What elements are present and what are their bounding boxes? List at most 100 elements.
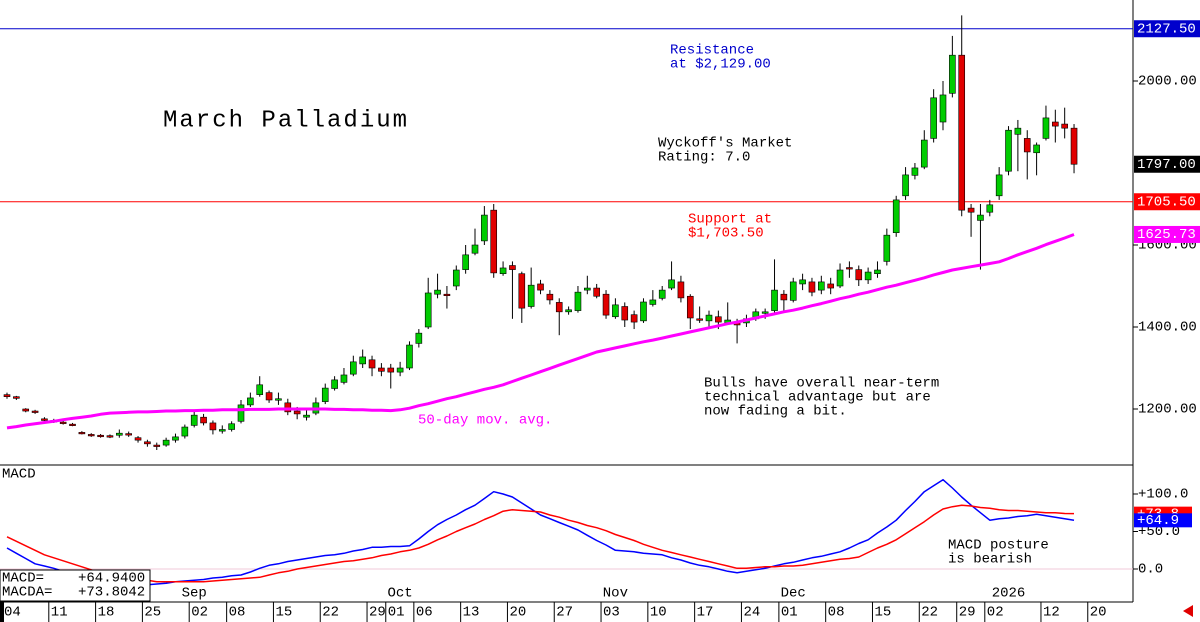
x-tick-label: 11 xyxy=(51,605,68,621)
candle-body xyxy=(1070,127,1078,165)
macd-line xyxy=(6,504,1075,583)
candle-body xyxy=(920,139,928,168)
annotation: now fading a bit. xyxy=(704,404,847,420)
candle-body xyxy=(518,273,526,309)
candle-body xyxy=(471,244,479,254)
y-tick-label: 2000.00 xyxy=(1138,74,1197,90)
candle-body xyxy=(668,279,675,289)
readout-name: MACDA= xyxy=(2,585,52,601)
candle-body xyxy=(321,387,329,402)
candle-body xyxy=(1042,117,1050,139)
candle-body xyxy=(705,314,713,322)
candle-body xyxy=(228,423,235,430)
macd-marker-label: +64.9 xyxy=(1137,513,1179,529)
level-box xyxy=(1134,155,1200,173)
candle-body xyxy=(284,402,292,413)
candle-body xyxy=(640,301,647,322)
level-label: 1797.00 xyxy=(1137,157,1196,173)
candle-body xyxy=(555,302,563,313)
annotation: Rating: 7.0 xyxy=(658,150,750,166)
x-tick-label: 10 xyxy=(650,605,667,621)
candle-body xyxy=(658,289,666,299)
x-tick-label: 03 xyxy=(603,605,620,621)
candle-body xyxy=(481,214,488,242)
candle-body xyxy=(41,418,48,421)
candle-body xyxy=(209,422,217,431)
candle-body xyxy=(237,404,245,422)
series-label: 50-day mov. avg. xyxy=(418,413,552,429)
candle-body xyxy=(116,432,123,436)
month-label: Oct xyxy=(388,586,413,602)
candle-body xyxy=(59,421,67,424)
candle-body xyxy=(892,199,900,234)
candle-body xyxy=(340,374,348,383)
candle-body xyxy=(1061,123,1068,129)
candle-body xyxy=(190,414,198,426)
candle-body xyxy=(78,432,86,435)
x-tick-label: 02 xyxy=(987,605,1004,621)
annotation: Support at xyxy=(688,212,772,228)
candle-body xyxy=(1014,127,1022,135)
x-tick-label: 20 xyxy=(1090,605,1107,621)
x-tick-label: 22 xyxy=(921,605,938,621)
candle-body xyxy=(509,265,516,270)
annotation: technical advantage but are xyxy=(704,390,931,406)
candle-body xyxy=(846,267,853,270)
candle-body xyxy=(378,367,385,372)
annotation: at $2,129.00 xyxy=(670,57,771,73)
candle-body xyxy=(200,416,207,424)
candle-body xyxy=(218,429,226,432)
x-tick-label: 27 xyxy=(556,605,573,621)
candle-body xyxy=(396,367,404,373)
candle-body xyxy=(836,269,844,287)
candle-body xyxy=(87,434,95,437)
candle-body xyxy=(911,167,919,176)
y-tick-label: +50.0 xyxy=(1138,524,1180,540)
candle-body xyxy=(939,94,947,123)
candle-body xyxy=(434,289,441,295)
x-tick-label: 24 xyxy=(743,605,760,621)
candle-body xyxy=(462,254,469,270)
candle-body xyxy=(3,394,11,397)
macd-line xyxy=(6,478,1075,586)
candle-body xyxy=(602,293,610,316)
month-label: Sep xyxy=(182,586,207,602)
candle-body xyxy=(546,293,554,301)
annotation: MACD posture xyxy=(948,538,1049,554)
candle-body xyxy=(452,269,460,287)
moving-average xyxy=(6,233,1075,430)
candle-body xyxy=(69,423,76,426)
x-tick-label: 17 xyxy=(697,605,714,621)
candle-body xyxy=(995,174,1003,197)
candle-body xyxy=(97,434,104,438)
x-tick-label: 06 xyxy=(416,605,433,621)
x-tick-label: 22 xyxy=(322,605,339,621)
candle-body xyxy=(134,437,142,441)
readout-box xyxy=(0,569,151,602)
candle-body xyxy=(293,410,301,415)
candle-body xyxy=(415,332,423,344)
candle-body xyxy=(1005,129,1012,172)
candle-body xyxy=(256,384,264,395)
level-label: 1705.50 xyxy=(1137,194,1196,210)
candle-body xyxy=(612,304,619,318)
candle-body xyxy=(977,214,984,221)
annotation: Resistance xyxy=(670,43,754,59)
x-tick-label: 15 xyxy=(275,605,292,621)
month-label: Dec xyxy=(781,586,806,602)
candle-body xyxy=(350,361,357,375)
x-tick-label: 20 xyxy=(509,605,526,621)
level-box xyxy=(1134,20,1200,38)
candle-body xyxy=(247,397,254,406)
candle-body xyxy=(883,234,891,262)
candle-body xyxy=(584,287,591,291)
candle-body xyxy=(715,316,722,323)
chart-title: March Palladium xyxy=(163,107,409,134)
x-tick-label: 18 xyxy=(98,605,115,621)
candle-body xyxy=(162,439,170,446)
candle-body xyxy=(621,306,629,321)
candle-body xyxy=(1052,121,1059,127)
x-tick-label: 08 xyxy=(229,605,246,621)
month-label: 2026 xyxy=(992,586,1026,602)
